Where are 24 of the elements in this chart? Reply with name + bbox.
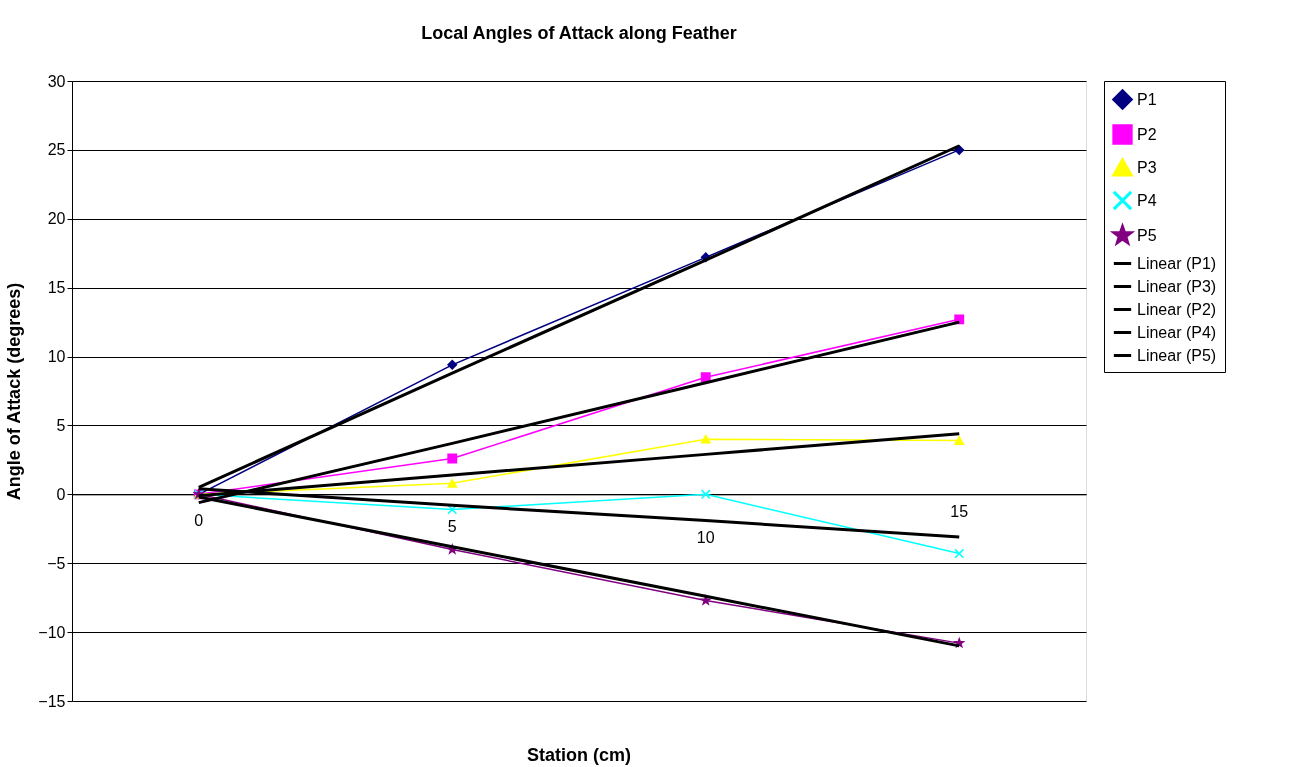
legend-label: Linear (P1) (1137, 254, 1217, 272)
y-tick-label: 20 (47, 210, 66, 228)
x-axis-title: Station (cm) (526, 745, 632, 765)
x-tick-label: 0 (194, 511, 204, 529)
y-axis-title: Angle of Attack (degrees) (4, 282, 25, 501)
y-tick-label: 10 (47, 348, 66, 366)
y-tick-label: 15 (47, 279, 66, 297)
legend-label: P4 (1137, 191, 1157, 209)
legend-label: Linear (P4) (1137, 323, 1217, 341)
legend-label: P2 (1137, 125, 1157, 143)
y-tick-label: 0 (56, 485, 66, 503)
y-tick-label: −5 (47, 554, 66, 572)
chart-title: Local Angles of Attack along Feather (421, 23, 737, 43)
legend-label: Linear (P2) (1137, 300, 1217, 318)
legend-label: P3 (1137, 158, 1157, 176)
y-tick-label: 5 (56, 416, 66, 434)
y-tick-label: 25 (47, 141, 66, 159)
y-tick-label: −10 (38, 623, 66, 641)
legend-label: P1 (1137, 90, 1157, 108)
legend-label: Linear (P3) (1137, 277, 1217, 295)
legend-label: P5 (1137, 226, 1157, 244)
legend-label: Linear (P5) (1137, 346, 1217, 364)
y-tick-label: −15 (38, 692, 66, 710)
y-tick-label: 30 (47, 72, 66, 90)
